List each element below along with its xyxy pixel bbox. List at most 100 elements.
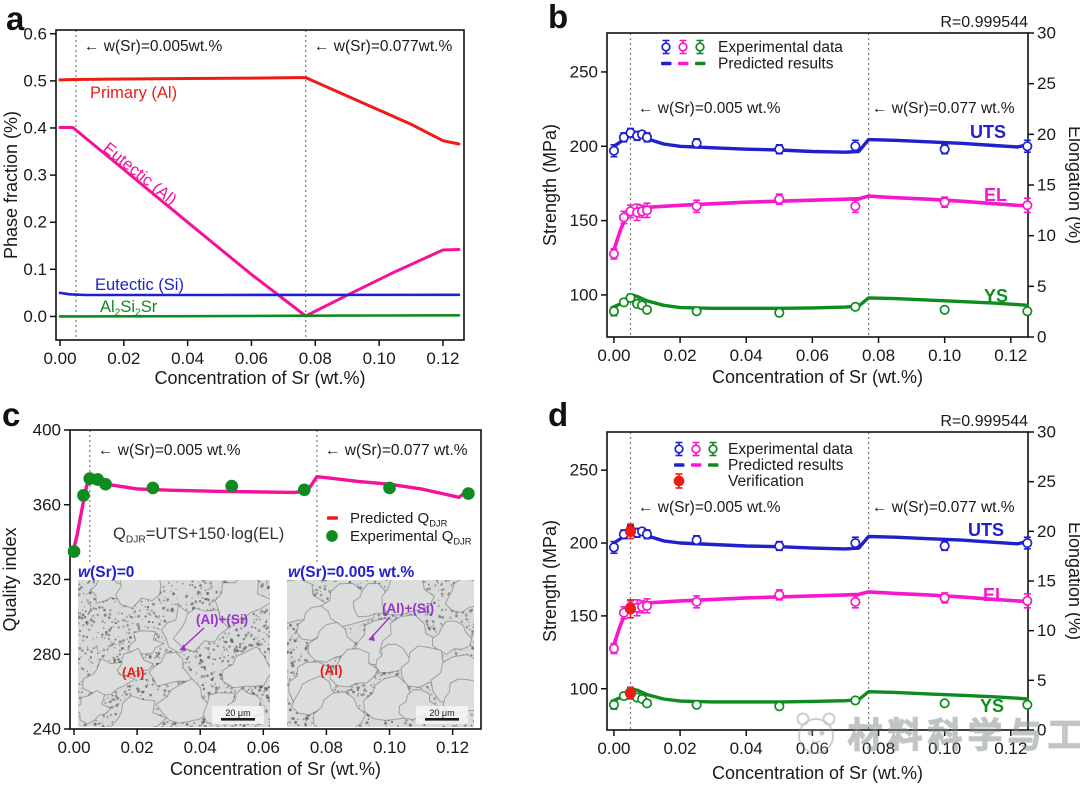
series-line: [612, 293, 1029, 310]
series-points: [608, 589, 1033, 655]
y2-axis-title: Elongation (%): [1065, 522, 1080, 640]
y2-tick-label: 20: [1037, 522, 1056, 541]
y2-tick-label: 10: [1037, 621, 1056, 640]
y-tick-label: 360: [33, 495, 61, 514]
x-tick-label: 0.02: [107, 349, 140, 368]
x-tick-label: 0.10: [928, 739, 961, 758]
annotation-text: ← w(Sr)=0.005 wt.%: [638, 100, 781, 117]
panel-a-label: a: [6, 0, 25, 37]
y-axis-title: Strength (MPa): [540, 124, 560, 246]
y-tick-label: 400: [33, 421, 61, 440]
y2-tick-label: 15: [1037, 572, 1056, 591]
axis-ticks: 0.00 0.02 0.04 0.06 0.08 0.10 0.12100150200250…: [570, 24, 1056, 366]
panel-c-chart: (Al)+(Si)(Al)20 μm(Al)+(Si)(Al)20 μm0.00…: [0, 421, 482, 779]
y-tick-label: 150: [570, 606, 598, 625]
y2-tick-label: 25: [1037, 472, 1056, 491]
annotation-text: Primary (Al): [90, 84, 177, 102]
series-points: [624, 599, 637, 619]
x-tick-label: 0.10: [928, 346, 961, 365]
x-tick-label: 0.04: [171, 349, 204, 368]
y-tick-label: 200: [570, 137, 598, 156]
series-points: [624, 686, 637, 700]
y-tick-label: 100: [570, 285, 598, 304]
x-tick-label: 0.08: [862, 739, 895, 758]
annotation-text: EL: [983, 585, 1006, 605]
y2-tick-label: 5: [1037, 277, 1046, 296]
x-axis-title: Concentration of Sr (wt.%): [712, 367, 923, 387]
scalebar-label: 20 μm: [225, 708, 250, 718]
micrograph-inset: (Al)+(Si) (Al) 20 μm: [78, 580, 270, 727]
inset-annotation: (Al)+(Si): [196, 612, 248, 627]
y-axis-title: Strength (MPa): [540, 520, 560, 642]
legend-label: Verification: [728, 473, 804, 490]
annotation-text: ← w(Sr)=0.005 wt.%: [98, 442, 241, 459]
panel-c: (Al)+(Si) (Al) 20 μm (Al)+(Si) (Al) 20 μm 0.00…: [0, 392, 540, 785]
axis-ticks: 0.00 0.02 0.04 0.06 0.08 0.10 0.12100150200250…: [570, 423, 1056, 759]
y2-tick-label: 25: [1037, 74, 1056, 93]
legend-label: Experimental QDJR​: [350, 528, 472, 547]
x-tick-label: 0.06: [247, 738, 280, 757]
chart-d: 0.00 0.02 0.04 0.06 0.08 0.10 0.12100150200250…: [540, 413, 1080, 783]
inset-annotation: (Al)+(Si): [382, 601, 434, 616]
x-axis-title: Concentration of Sr (wt.%): [170, 759, 381, 779]
x-tick-label: 0.04: [730, 346, 763, 365]
annotation-text: ← w(Sr)=0.077 wt.%: [872, 499, 1015, 516]
annotation-text: R=0.999544: [940, 14, 1028, 31]
series-line: [612, 194, 1030, 252]
legend-label: Experimental data: [718, 39, 843, 56]
series-points: [608, 127, 1033, 158]
y-tick-label: 0.2: [23, 213, 47, 232]
annotation-text: YS: [984, 286, 1008, 306]
plot-box: [55, 29, 465, 341]
y2-tick-label: 5: [1037, 671, 1046, 690]
series-points: [67, 472, 475, 558]
y-tick-label: 280: [33, 645, 61, 664]
panel-b-label: b: [548, 0, 569, 35]
y2-tick-label: 10: [1037, 226, 1056, 245]
series-points: [608, 292, 1033, 318]
x-tick-label: 0.06: [235, 349, 268, 368]
x-tick-label: 0.00: [43, 349, 76, 368]
y-tick-label: 0.3: [23, 166, 47, 185]
series-points: [624, 523, 637, 540]
legend-label: Experimental data: [728, 441, 853, 458]
series-line: [58, 76, 461, 146]
chart-a: 0.00 0.02 0.04 0.06 0.08 0.10 0.12 0.0 0.1 0.2 0.3…: [1, 24, 465, 388]
panel-a-chart: 0.00 0.02 0.04 0.06 0.08 0.10 0.12 0.0 0.1 0.2 0.3…: [1, 24, 465, 388]
x-tick-label: 0.04: [730, 739, 763, 758]
annotation-text: Eutectic (Al): [99, 139, 179, 209]
x-tick-label: 0.08: [310, 738, 343, 757]
x-tick-label: 0.02: [664, 739, 697, 758]
y2-tick-label: 0: [1037, 328, 1046, 347]
x-tick-label: 0.10: [363, 349, 396, 368]
y-axis-title: Phase fraction (%): [1, 111, 21, 259]
annotation-text: R=0.999544: [940, 413, 1028, 430]
y2-tick-label: 20: [1037, 125, 1056, 144]
y-tick-label: 0.5: [23, 71, 47, 90]
y2-tick-label: 30: [1037, 423, 1056, 442]
inset-annotation: (Al): [320, 663, 343, 678]
y-axis-title: Quality index: [0, 527, 20, 631]
y-tick-label: 150: [570, 211, 598, 230]
series-line: [612, 527, 1029, 551]
series-line: [612, 590, 1030, 647]
x-tick-label: 0.10: [373, 738, 406, 757]
series-line: [612, 130, 1029, 154]
x-tick-label: 0.04: [184, 738, 217, 757]
x-tick-label: 0.02: [664, 346, 697, 365]
chart-b: 0.00 0.02 0.04 0.06 0.08 0.10 0.12100150200250…: [540, 14, 1080, 387]
x-tick-label: 0.00: [597, 739, 630, 758]
annotation-text: w(Sr)=0.005 wt.%: [288, 564, 414, 581]
x-axis-title: Concentration of Sr (wt.%): [154, 368, 365, 388]
y-tick-label: 0.4: [23, 118, 47, 137]
annotation-text: YS: [980, 696, 1004, 716]
annotation-text: Al2​Si2​Sr: [100, 298, 158, 319]
annotation-text: QDJR​=UTS+150·log(EL): [113, 525, 284, 546]
legend: Predicted QDJR​Experimental QDJR​: [326, 510, 472, 547]
y-tick-label: 240: [33, 720, 61, 739]
axis-ticks: 0.00 0.02 0.04 0.06 0.08 0.10 0.12 0.0 0.1 0.2 0.3…: [23, 24, 459, 368]
panel-d-label: d: [548, 396, 569, 433]
plot-box: [606, 431, 1029, 731]
y-tick-label: 200: [570, 534, 598, 553]
annotation-text: UTS: [968, 520, 1004, 540]
